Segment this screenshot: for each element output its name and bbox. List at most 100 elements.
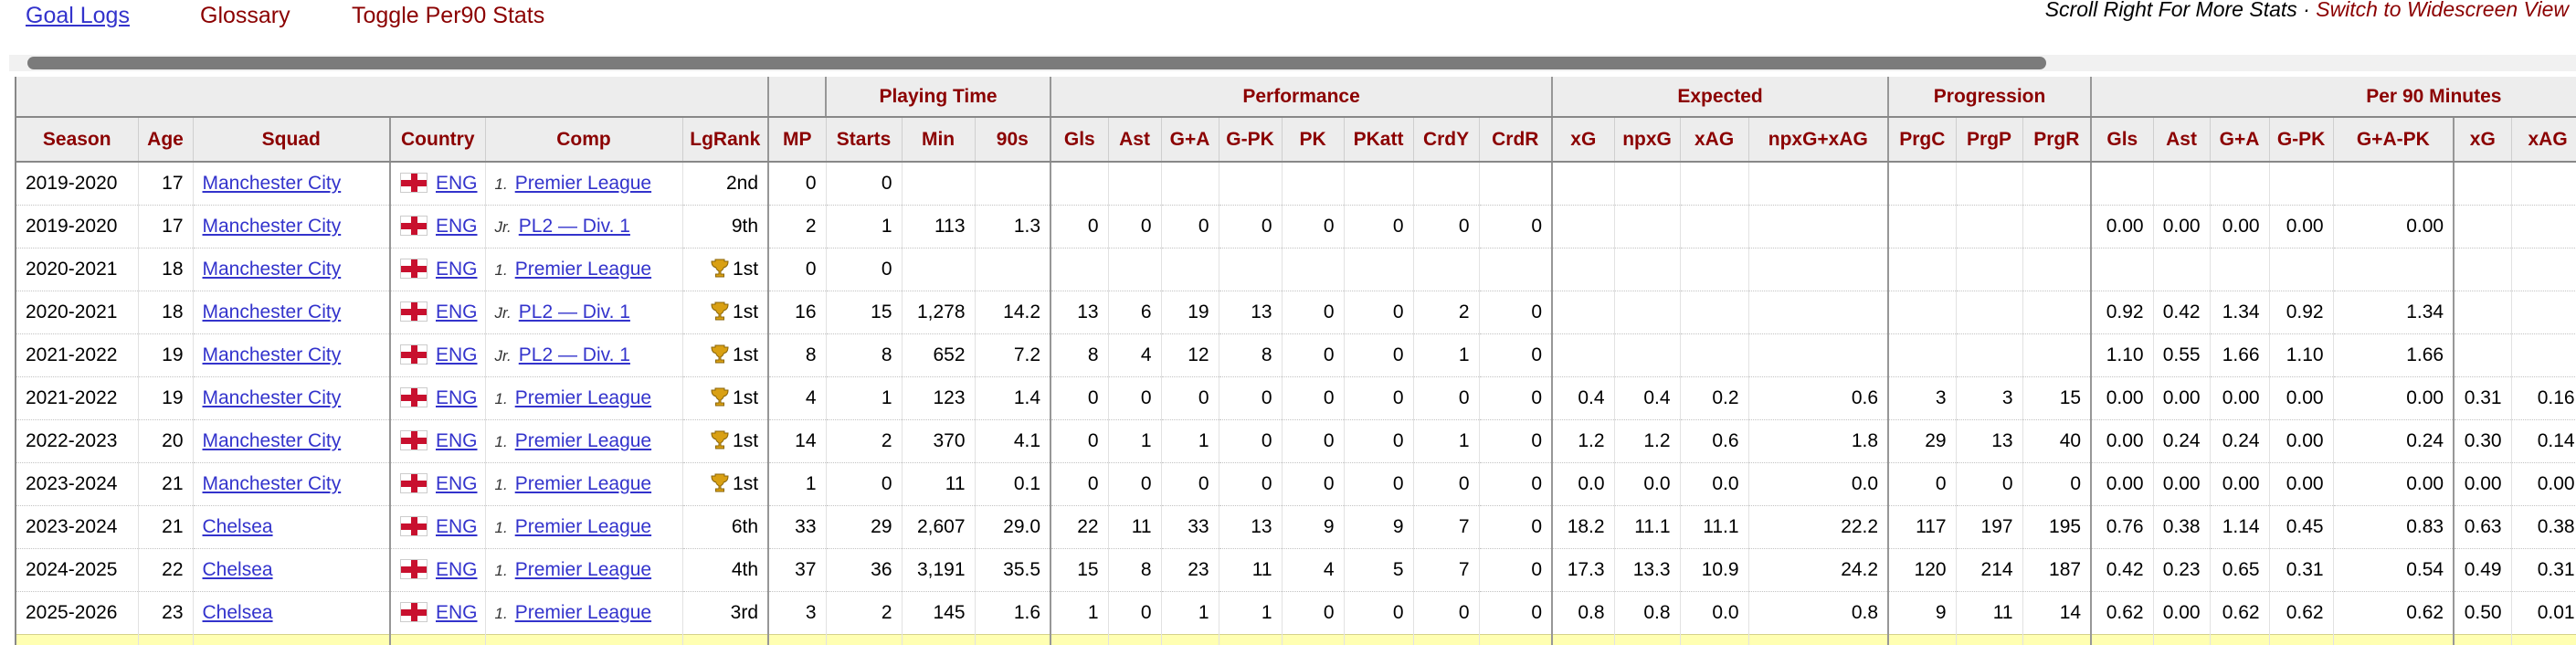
toggle-per90-button[interactable]: Toggle Per90 Stats — [352, 3, 545, 28]
squad-link[interactable]: Chelsea — [202, 558, 273, 580]
squad-link[interactable]: Chelsea — [202, 601, 273, 623]
group-header-blank — [768, 77, 828, 118]
stat-cell: 0.49 — [2454, 547, 2512, 591]
country-link[interactable]: ENG — [436, 172, 478, 194]
col-header-pkatt-15[interactable]: PKatt — [1344, 117, 1414, 163]
summary-cell — [485, 633, 683, 645]
stat-cell: 197 — [1956, 504, 2023, 548]
comp-tier-prefix: 1. — [494, 389, 508, 407]
lgrank-cell: 6th — [682, 504, 770, 548]
comp-link[interactable]: Premier League — [514, 258, 652, 280]
stat-cell — [2091, 162, 2154, 205]
country-link[interactable]: ENG — [436, 558, 478, 580]
col-header-starts-7[interactable]: Starts — [826, 117, 903, 163]
squad-link[interactable]: Manchester City — [202, 258, 342, 280]
col-header-squad-2[interactable]: Squad — [193, 117, 391, 163]
horizontal-scrollbar-thumb[interactable] — [27, 57, 2046, 69]
lgrank-cell: 1st — [682, 418, 770, 462]
comp-link[interactable]: Premier League — [514, 472, 652, 494]
col-header-country-3[interactable]: Country — [390, 117, 486, 163]
country-cell: ENG — [390, 590, 486, 634]
col-header-npxg-xag-21[interactable]: npxG+xAG — [1748, 117, 1890, 163]
horizontal-scrollbar[interactable] — [9, 55, 2576, 71]
col-header-min-8[interactable]: Min — [902, 117, 976, 163]
country-link[interactable]: ENG — [436, 515, 478, 537]
country-link[interactable]: ENG — [436, 429, 478, 451]
stat-cell — [2511, 204, 2576, 248]
col-header-age-1[interactable]: Age — [138, 117, 194, 163]
stat-cell: 0.00 — [2511, 461, 2576, 505]
col-header-xg-30[interactable]: xG — [2454, 117, 2512, 163]
col-header-xag-20[interactable]: xAG — [1680, 117, 1749, 163]
country-link[interactable]: ENG — [436, 344, 478, 365]
col-header-npxg-19[interactable]: npxG — [1614, 117, 1681, 163]
comp-tier-prefix: 1. — [494, 604, 508, 622]
comp-link[interactable]: Premier League — [514, 386, 652, 408]
col-header-ast-26[interactable]: Ast — [2153, 117, 2211, 163]
col-header-g-a-27[interactable]: G+A — [2210, 117, 2270, 163]
col-header-comp-4[interactable]: Comp — [485, 117, 683, 163]
trophy-icon — [711, 473, 729, 492]
col-header-prgc-22[interactable]: PrgC — [1888, 117, 1957, 163]
squad-link[interactable]: Manchester City — [202, 215, 342, 237]
comp-link[interactable]: PL2 — Div. 1 — [518, 301, 630, 322]
country-link[interactable]: ENG — [436, 386, 478, 408]
col-header-prgr-24[interactable]: PrgR — [2022, 117, 2093, 163]
squad-link[interactable]: Manchester City — [202, 386, 342, 408]
col-header-lgrank-5[interactable]: LgRank — [682, 117, 770, 163]
country-link[interactable]: ENG — [436, 472, 478, 494]
col-header-ast-11[interactable]: Ast — [1108, 117, 1162, 163]
country-link[interactable]: ENG — [436, 301, 478, 322]
summary-cell — [902, 633, 976, 645]
goal-logs-link[interactable]: Goal Logs — [26, 3, 130, 28]
col-header-xag-31[interactable]: xAG — [2511, 117, 2576, 163]
country-link[interactable]: ENG — [436, 601, 478, 623]
col-header-crdy-16[interactable]: CrdY — [1413, 117, 1480, 163]
glossary-button[interactable]: Glossary — [200, 3, 290, 28]
squad-link[interactable]: Manchester City — [202, 429, 342, 451]
country-link[interactable]: ENG — [436, 258, 478, 280]
col-header-xg-18[interactable]: xG — [1552, 117, 1615, 163]
squad-link[interactable]: Manchester City — [202, 344, 342, 365]
stat-cell: 0.42 — [2091, 547, 2154, 591]
squad-link[interactable]: Manchester City — [202, 301, 342, 322]
stat-cell — [1956, 204, 2023, 248]
stat-cell: 0.00 — [2091, 461, 2154, 505]
col-header-mp-6[interactable]: MP — [768, 117, 827, 163]
comp-tier-prefix: Jr. — [494, 346, 512, 365]
stat-cell: 1.3 — [975, 204, 1052, 248]
col-header-g-a-12[interactable]: G+A — [1161, 117, 1219, 163]
widescreen-view-link[interactable]: Switch to Widescreen View — [2316, 0, 2569, 21]
col-header-prgp-23[interactable]: PrgP — [1956, 117, 2023, 163]
country-link[interactable]: ENG — [436, 215, 478, 237]
stat-cell: 1.66 — [2333, 333, 2455, 376]
squad-link[interactable]: Manchester City — [202, 472, 342, 494]
col-header-g-pk-28[interactable]: G-PK — [2269, 117, 2334, 163]
scroll-hint-text: Scroll Right For More Stats — [2044, 0, 2297, 21]
squad-link[interactable]: Manchester City — [202, 172, 342, 194]
col-header-crdr-17[interactable]: CrdR — [1479, 117, 1554, 163]
col-header-90s-9[interactable]: 90s — [975, 117, 1052, 163]
col-header-g-pk-13[interactable]: G-PK — [1219, 117, 1283, 163]
col-header-g-a-pk-29[interactable]: G+A-PK — [2333, 117, 2455, 163]
group-header-blank — [15, 77, 770, 118]
comp-link[interactable]: Premier League — [514, 429, 652, 451]
comp-link[interactable]: PL2 — Div. 1 — [518, 215, 630, 237]
col-header-season-0[interactable]: Season — [15, 117, 139, 163]
stat-cell: 370 — [902, 418, 976, 462]
age-cell: 19 — [138, 333, 194, 376]
comp-link[interactable]: Premier League — [514, 515, 652, 537]
lgrank-cell: 9th — [682, 204, 770, 248]
stat-cell: 0.00 — [2091, 204, 2154, 248]
stat-cell: 0 — [1479, 290, 1554, 333]
stat-cell: 4 — [1282, 547, 1345, 591]
stat-cell — [2022, 247, 2093, 291]
comp-link[interactable]: Premier League — [514, 172, 652, 194]
comp-link[interactable]: PL2 — Div. 1 — [518, 344, 630, 365]
col-header-gls-25[interactable]: Gls — [2091, 117, 2154, 163]
comp-link[interactable]: Premier League — [514, 558, 652, 580]
col-header-pk-14[interactable]: PK — [1282, 117, 1345, 163]
squad-link[interactable]: Chelsea — [202, 515, 273, 537]
comp-link[interactable]: Premier League — [514, 601, 652, 623]
col-header-gls-10[interactable]: Gls — [1050, 117, 1109, 163]
